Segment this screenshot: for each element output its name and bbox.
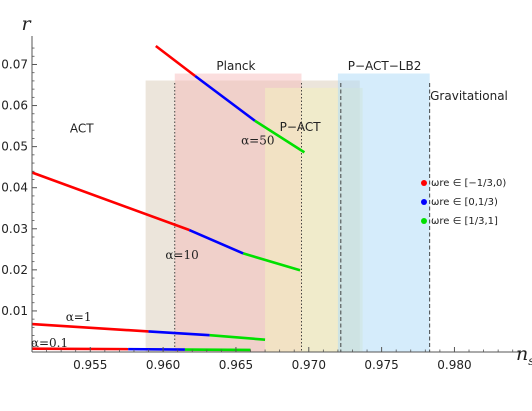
x-tick-label: 0.980 [437, 358, 471, 372]
region-label-pactlb2: P−ACT−LB2 [348, 59, 422, 73]
legend: ωre ∈ [−1/3,0) ωre ∈ [0,1/3) ωre ∈ [1/3,1] [421, 178, 506, 227]
curve-segment-50-green [254, 119, 306, 154]
y-tick-label: 0.03 [1, 222, 28, 236]
curve-segment-50-blue [194, 74, 256, 122]
x-axis-label: ns [516, 343, 532, 368]
legend-swatch-red [421, 180, 427, 186]
curve-segment-50-red [155, 44, 196, 78]
legend-label-red: ωre ∈ [−1/3,0) [431, 178, 506, 189]
region-label-pact: P−ACT [280, 120, 322, 134]
region-label-gravitational: Gravitational [430, 89, 508, 103]
legend-label-blue: ωre ∈ [0,1/3) [431, 197, 498, 208]
y-tick-label: 0.02 [1, 263, 28, 277]
alpha-label: α=0.1 [31, 336, 68, 350]
y-tick-label: 0.04 [1, 181, 28, 195]
legend-swatch-green [421, 218, 427, 224]
curve-segment-1-green [209, 333, 266, 341]
curve-segment-10-green [242, 252, 301, 272]
x-tick-label: 0.965 [219, 358, 253, 372]
x-tick-label: 0.970 [292, 358, 326, 372]
boundary-lines [174, 83, 431, 352]
region-label-planck: Planck [216, 59, 255, 73]
labels: ACT Planck P−ACT P−ACT−LB2 Gravitational α=50… [31, 59, 508, 350]
region-p-act-lb2 [337, 73, 430, 352]
region-shading [145, 73, 430, 353]
legend-swatch-blue [421, 199, 427, 205]
axes: 0.955 0.960 0.965 0.970 0.975 0.980 0.01 0.02 0.… [1, 13, 532, 372]
y-tick-label: 0.07 [1, 57, 28, 71]
curve-segment-10-red [31, 171, 190, 232]
alpha-label: α=50 [241, 134, 274, 148]
curves [31, 44, 306, 352]
x-tick-label: 0.975 [364, 358, 398, 372]
region-label-act: ACT [70, 121, 94, 135]
curve-segment-10-blue [188, 228, 244, 255]
legend-label-green: ωre ∈ [1/3,1] [431, 216, 498, 227]
curve-segment-1-blue [148, 330, 210, 337]
y-tick-label: 0.05 [1, 140, 28, 154]
y-tick-label: 0.06 [1, 99, 28, 113]
x-tick-label: 0.955 [73, 358, 107, 372]
alpha-label: α=10 [165, 248, 198, 262]
x-tick-label: 0.960 [146, 358, 180, 372]
alpha-label: α=1 [66, 310, 92, 324]
y-axis-label: r [21, 13, 32, 35]
y-tick-label: 0.01 [1, 304, 28, 318]
curve-segment-1-red [31, 322, 149, 333]
